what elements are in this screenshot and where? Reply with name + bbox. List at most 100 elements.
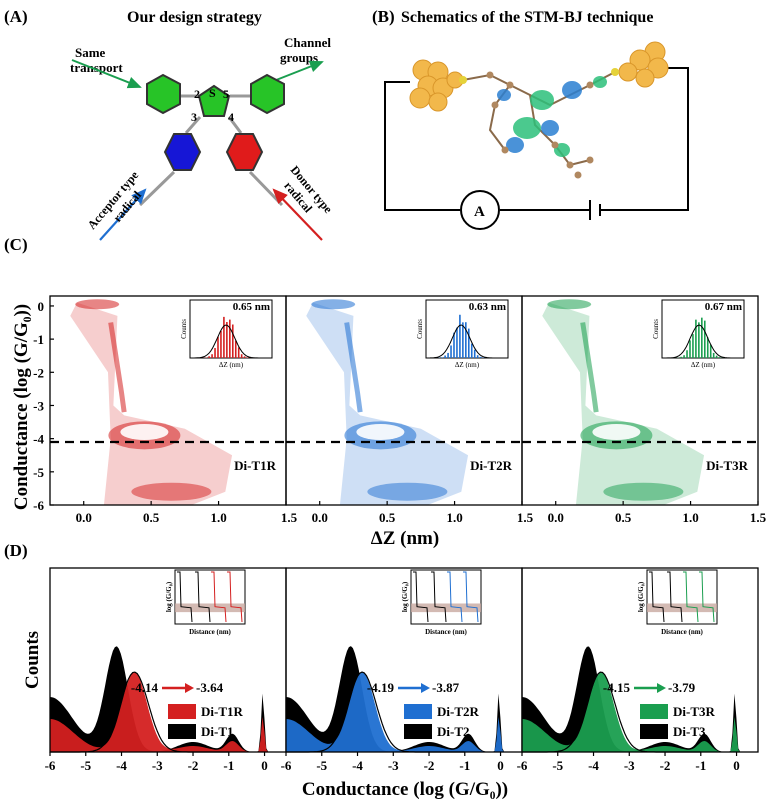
- donor-arrow: [272, 188, 323, 241]
- inset-bar: [214, 348, 216, 358]
- inset-fit: [430, 324, 504, 359]
- inset-bar: [229, 319, 231, 358]
- channel-note-2: groups: [280, 50, 318, 65]
- inset-bar: [453, 332, 455, 358]
- x-tick-label: 0: [261, 758, 268, 773]
- inset-ylabel: Counts: [180, 319, 188, 339]
- x-tick-label: -4: [352, 758, 363, 773]
- heatmap-di-t2r: Di-T2R 0.0 0.5 1.0 1.5 0.63 nm ΔZ (nm) Counts: [285, 295, 534, 525]
- right-phenyl-ring: [250, 73, 285, 115]
- legend-radical: Di-T3R: [673, 704, 716, 719]
- x-tick-label: 0.0: [76, 510, 92, 525]
- inset-bar: [692, 334, 694, 358]
- legend-swatch-radical: [640, 704, 668, 719]
- panel-c-ylabel: Conductance (log (G/G₀)): [11, 304, 32, 510]
- heatmap-name: Di-T2R: [470, 458, 513, 473]
- inset-histogram: 0.67 nm ΔZ (nm) Counts: [652, 299, 745, 369]
- panel-d-axes: -4.14 -3.64 Di-T1R Di-T1 Distance (nm) log (G…: [45, 567, 759, 773]
- left-electrode: [409, 59, 464, 112]
- legend-neutral: Di-T2: [437, 724, 470, 739]
- contact-cluster: [311, 299, 356, 310]
- conductance-trace: [463, 571, 479, 623]
- circuit-wire: [384, 67, 689, 220]
- inset-bar: [223, 316, 225, 358]
- acceptor-ring: [163, 133, 202, 171]
- x-tick-label: -5: [80, 758, 91, 773]
- plateau-core: [592, 424, 641, 441]
- panel-c-xlabel: ΔZ (nm): [371, 528, 439, 549]
- x-tick-label: 0.5: [379, 510, 396, 525]
- histogram-frame: [521, 567, 759, 753]
- plateau-band: [411, 603, 481, 613]
- inset-bar: [698, 322, 700, 358]
- conductance-trace: [211, 571, 227, 623]
- inset-bar: [683, 355, 685, 358]
- heatmap-cloud: [542, 302, 705, 505]
- left-phenyl-ring: [146, 73, 181, 115]
- x-tick-label: 1.5: [750, 510, 767, 525]
- y-tick-label: 0: [38, 299, 45, 314]
- inset-bar: [211, 354, 213, 358]
- right-electrode: [618, 41, 669, 88]
- inset-frame: [661, 299, 745, 359]
- inset-bar: [703, 320, 706, 358]
- inset-bar: [473, 349, 476, 358]
- shift-arrow-head: [185, 683, 194, 693]
- inset-bar: [476, 355, 479, 358]
- inset-bar: [217, 336, 219, 358]
- x-tick-label: -6: [517, 758, 528, 773]
- inset-histogram: 0.63 nm ΔZ (nm) Counts: [416, 299, 509, 369]
- inset-bar: [462, 322, 464, 358]
- legend-neutral: Di-T1: [201, 724, 234, 739]
- heatmap-name: Di-T1R: [234, 458, 277, 473]
- inset-xlabel: Distance (nm): [425, 628, 467, 636]
- inset-peak-label: 0.65 nm: [233, 301, 270, 313]
- shift-to: -3.79: [668, 680, 696, 695]
- histogram-di-t3r: -4.15 -3.79 Di-T3R Di-T3 Distance (nm) log (G…: [517, 567, 759, 773]
- inset-bar: [444, 355, 446, 358]
- conductance-trace: [683, 571, 699, 623]
- x-tick-label: -5: [316, 758, 327, 773]
- inset-bar: [470, 343, 473, 358]
- inset-histogram: 0.65 nm ΔZ (nm) Counts: [180, 299, 273, 369]
- conductance-trace: [431, 571, 447, 623]
- panel-b-label: (B): [372, 7, 395, 26]
- shift-to: -3.87: [432, 680, 460, 695]
- x-tick-label: 1.0: [210, 510, 226, 525]
- x-tick-label: 1.5: [281, 510, 298, 525]
- inset-bar: [456, 327, 458, 358]
- inset-bar: [226, 322, 228, 358]
- panel-d-xlabel: Conductance (log (G/G₀)): [302, 779, 508, 800]
- x-tick-label: 0: [497, 758, 504, 773]
- y-tick-label: -2: [33, 365, 44, 380]
- heatmap-name: Di-T3R: [706, 458, 749, 473]
- inset-bar: [479, 356, 482, 358]
- conductance-trace: [413, 571, 429, 623]
- x-tick-label: 0: [733, 758, 740, 773]
- inset-bar: [234, 340, 237, 358]
- conductance-trace: [227, 571, 243, 623]
- inset-bar: [701, 317, 703, 358]
- panel-d-ylabel: Counts: [22, 631, 43, 689]
- inset-bar: [243, 356, 246, 358]
- panel-c-label: (C): [4, 235, 28, 254]
- x-tick-label: -1: [223, 758, 234, 773]
- legend-neutral: Di-T3: [673, 724, 706, 739]
- panel-d-label: (D): [4, 541, 28, 560]
- inset-ylabel: log (G/G₀): [401, 581, 409, 612]
- shift-from: -4.19: [367, 680, 395, 695]
- inset-bar: [680, 356, 682, 358]
- noise-cluster: [367, 482, 448, 501]
- x-tick-label: -4: [588, 758, 599, 773]
- histogram-di-t2r: -4.19 -3.87 Di-T2R Di-T2 Distance (nm) log (G…: [281, 567, 523, 773]
- inset-traces: Distance (nm) log (G/G₀): [401, 569, 482, 636]
- y-tick-label: -1: [33, 332, 44, 347]
- conductance-trace: [177, 571, 193, 623]
- y-tick-label: -6: [33, 498, 44, 513]
- conductance-trace: [447, 571, 463, 623]
- inset-fit: [665, 324, 740, 359]
- legend-swatch-neutral: [168, 724, 196, 739]
- in-arrow: [71, 59, 142, 89]
- inset-frame: [425, 299, 509, 359]
